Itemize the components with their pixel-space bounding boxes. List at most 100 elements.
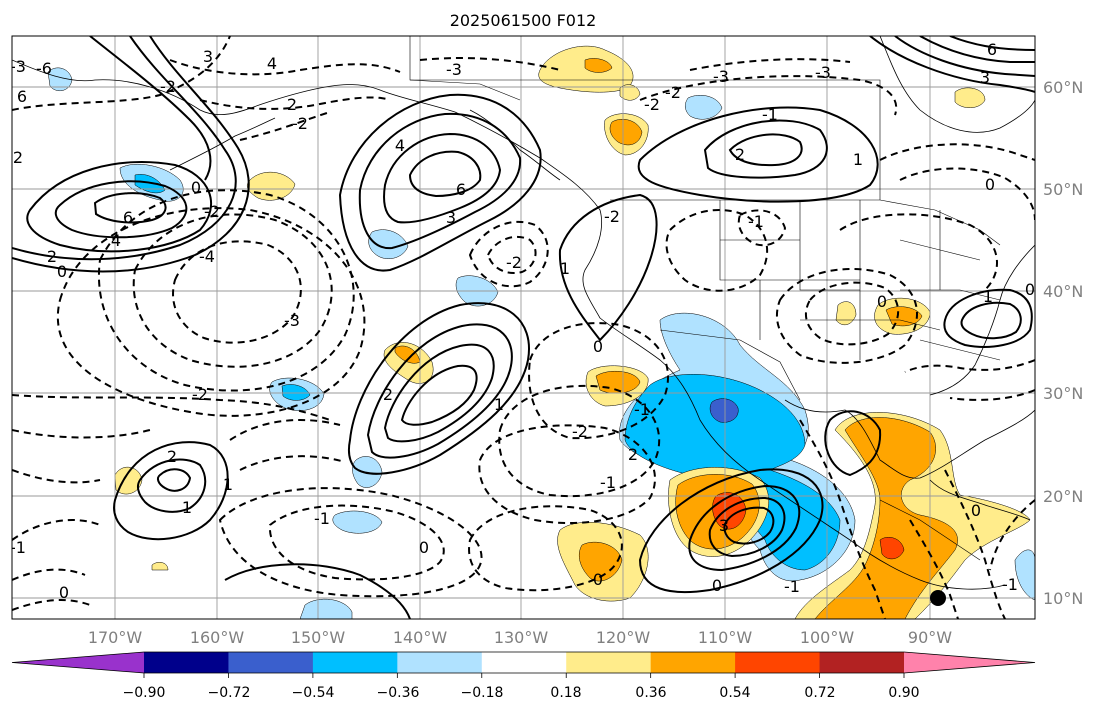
contour-pos-ohio-1 [943, 288, 1033, 348]
contour-label: 3 [980, 68, 990, 87]
colorbar-bin [397, 652, 483, 673]
coastlines [12, 36, 1035, 606]
contour-label: -1 [600, 473, 616, 492]
contour-label: -1 [10, 538, 26, 557]
longitude-labels: 170°W 160°W 150°W 140°W 130°W 120°W 110°… [88, 628, 952, 647]
border-us-mexico [659, 329, 801, 401]
contour-neg-north-1 [169, 59, 401, 76]
contour-neg-nwpac-low [12, 36, 231, 111]
colorbar-tick-label: 0.18 [550, 685, 581, 701]
contour-label: 1 [182, 498, 192, 517]
contour-label: 4 [111, 231, 121, 250]
border-alaska [409, 36, 521, 101]
contour-pos-pac-sw-1 [113, 441, 229, 541]
contour-label: -1 [784, 577, 800, 596]
contour-label: 2 [167, 447, 177, 466]
contour-label: 6 [987, 40, 997, 59]
lat-label: 10°N [1043, 589, 1083, 608]
colorbar-bin [481, 652, 567, 673]
contour-pos-gulfak-3 [383, 132, 502, 224]
contour-pos-pac-sw-2 [136, 458, 207, 513]
contour-neg-cutoff-1 [468, 220, 549, 288]
colorbar-segments [11, 651, 1036, 674]
contour-pos-trough-mexico-2 [688, 484, 801, 572]
lat-label: 40°N [1043, 282, 1083, 301]
contour-neg-pac-band-2 [12, 429, 151, 439]
contour-label: 2 [628, 445, 638, 464]
contour-neg-gulf-2 [944, 469, 1006, 619]
contour-label: -1 [634, 400, 650, 419]
colorbar: −0.90 −0.72 −0.54 −0.36 −0.18 0.18 0.36 … [11, 651, 1036, 701]
colorbar-bin [312, 652, 398, 673]
contour-neg-plains-2 [804, 281, 900, 346]
graticule [12, 36, 1035, 619]
contour-label: 0 [57, 262, 67, 281]
contour-label: -4 [199, 247, 215, 266]
contour-label: -3 [815, 63, 831, 82]
contour-neg-subtrop-1 [218, 487, 483, 598]
yellow-cell-north [619, 84, 641, 101]
orange-cell-midwest [885, 306, 923, 327]
contour-label: -3 [446, 60, 462, 79]
contour-pos-canada-1 [637, 106, 879, 203]
contour-neg-great-lakes-1 [839, 213, 998, 291]
contour-pos-trough-mexico-4 [723, 506, 775, 545]
contour-pos-hudson-4 [949, 36, 1035, 51]
contour-labels: 3 4 6 -6 -3 -2 0 2 4 6 2 0 -2 2 -2 4 6 -… [10, 40, 1035, 602]
contour-label: -3 [10, 57, 26, 76]
contour-label: 0 [419, 538, 429, 557]
contour-neg-gulf-4 [989, 499, 1035, 571]
contour-label: 0 [877, 292, 887, 311]
coast-aleutians [169, 117, 276, 171]
contour-label: 0 [1025, 280, 1035, 299]
contour-neg-canada-n-3 [689, 58, 851, 71]
lat-label: 20°N [1043, 487, 1083, 506]
coast-alaska [12, 59, 1006, 590]
contour-neg-great-lakes-3 [879, 143, 1035, 161]
contour-label: 3 [719, 516, 729, 535]
contour-neg-east-1 [904, 359, 1035, 373]
contour-pos-gulfak-4 [408, 150, 482, 198]
contour-neg-gulf-1 [799, 419, 886, 619]
map-frame [11, 35, 1036, 620]
contour-neg-pac-band-5 [12, 568, 86, 581]
latitude-labels: 60°N 50°N 40°N 30°N 20°N 10°N [1043, 78, 1083, 608]
coast-hudson [879, 36, 1035, 133]
orange-field-tropics-west [579, 541, 623, 582]
contour-label: 3 [203, 47, 213, 66]
contour-label: -3 [713, 67, 729, 86]
map-panel: 3 4 6 -6 -3 -2 0 2 4 6 2 0 -2 2 -2 4 6 -… [10, 36, 1035, 619]
contour-pos-pac-south [224, 563, 411, 619]
contour-pos-ohio-2 [960, 301, 1022, 340]
contour-label: 6 [17, 87, 27, 106]
colorbar-tick-label: 0.54 [719, 685, 750, 701]
border-states-2 [899, 210, 1001, 361]
contour-label: -1 [1002, 575, 1018, 594]
contour-label: -1 [748, 212, 764, 231]
contour-pos-pac-ridge-2 [366, 323, 513, 459]
contour-label: -2 [204, 202, 220, 221]
contour-label: -2 [506, 253, 522, 272]
contour-pos-canada-3 [728, 133, 803, 167]
contour-label: -2 [644, 95, 660, 114]
contour-neg-east-pac-2 [498, 384, 661, 498]
contour-label: 1 [494, 395, 504, 414]
contour-label: 6 [123, 208, 133, 227]
blue-cell-5 [352, 456, 383, 488]
contour-neg-cutoff-2 [486, 235, 537, 274]
contour-neg-rockies-1 [665, 209, 768, 292]
colorbar-extend-min [12, 652, 144, 673]
lon-label: 170°W [88, 628, 143, 647]
red-spot-honduras [879, 537, 905, 560]
contour-label: 0 [971, 501, 981, 520]
contour-pos-pac-ridge-1 [347, 302, 530, 475]
contour-lines [12, 36, 1035, 619]
contour-label: 2 [287, 95, 297, 114]
contour-label: 0 [59, 583, 69, 602]
contour-neg-pac-band-4 [12, 519, 101, 541]
border-central-america [879, 499, 981, 561]
colorbar-extend-max [904, 652, 1035, 673]
contour-neg-north-2 [199, 96, 391, 110]
contour-label: -6 [36, 59, 52, 78]
colorbar-tick-label: −0.36 [377, 685, 420, 701]
